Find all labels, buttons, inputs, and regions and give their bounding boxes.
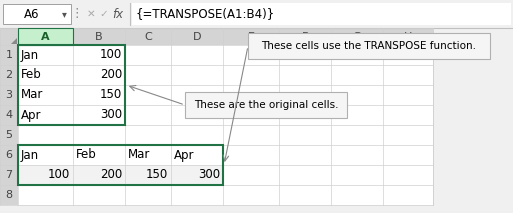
Bar	[18, 28, 73, 45]
Bar	[0, 45, 18, 65]
Text: 5: 5	[6, 130, 12, 140]
Text: H: H	[404, 32, 412, 42]
Text: ✓: ✓	[100, 9, 108, 19]
Text: Mar: Mar	[128, 148, 150, 161]
Bar	[0, 145, 18, 165]
Text: G: G	[353, 32, 361, 42]
Text: 6: 6	[6, 150, 12, 160]
Bar	[0, 165, 18, 185]
Bar	[18, 165, 223, 185]
Bar	[18, 45, 433, 205]
Polygon shape	[11, 38, 17, 44]
FancyBboxPatch shape	[248, 33, 490, 59]
Bar	[0, 105, 18, 125]
Text: ✕: ✕	[87, 9, 95, 19]
Text: 100: 100	[100, 49, 122, 62]
Text: B: B	[95, 32, 103, 42]
Text: 4: 4	[6, 110, 12, 120]
Text: ⋮: ⋮	[71, 7, 83, 20]
Text: A: A	[42, 32, 49, 42]
Text: D: D	[193, 32, 201, 42]
Text: These are the original cells.: These are the original cells.	[194, 100, 338, 110]
Text: Apr: Apr	[174, 148, 194, 161]
Text: Apr: Apr	[21, 108, 42, 121]
Text: Feb: Feb	[21, 69, 42, 82]
Text: 100: 100	[48, 168, 70, 181]
Text: 300: 300	[198, 168, 220, 181]
Bar	[0, 125, 18, 145]
Text: 150: 150	[146, 168, 168, 181]
Bar	[0, 65, 18, 85]
FancyBboxPatch shape	[185, 92, 347, 118]
Bar	[3, 4, 71, 24]
Text: 150: 150	[100, 88, 122, 102]
Text: F: F	[302, 32, 308, 42]
Text: Jan: Jan	[21, 148, 39, 161]
Text: 1: 1	[6, 50, 12, 60]
Text: 7: 7	[6, 170, 12, 180]
Text: 8: 8	[6, 190, 12, 200]
Bar	[132, 3, 511, 25]
Text: These cells use the TRANSPOSE function.: These cells use the TRANSPOSE function.	[262, 41, 477, 51]
Bar	[18, 45, 125, 125]
Text: 200: 200	[100, 168, 122, 181]
Text: 3: 3	[6, 90, 12, 100]
Text: {=TRANSPOSE(A1:B4)}: {=TRANSPOSE(A1:B4)}	[136, 7, 275, 20]
Bar	[0, 28, 433, 45]
Text: 300: 300	[100, 108, 122, 121]
Text: A6: A6	[24, 7, 40, 20]
Text: Jan: Jan	[21, 49, 39, 62]
Text: Feb: Feb	[76, 148, 97, 161]
Bar	[0, 185, 18, 205]
Bar	[0, 85, 18, 105]
Text: A: A	[41, 32, 50, 42]
Text: 2: 2	[6, 70, 12, 80]
Bar	[0, 0, 513, 28]
Text: E: E	[247, 32, 254, 42]
Text: Mar: Mar	[21, 88, 44, 102]
Text: 200: 200	[100, 69, 122, 82]
Text: fx: fx	[112, 7, 124, 20]
Text: C: C	[144, 32, 152, 42]
Bar	[18, 145, 223, 185]
Text: ▾: ▾	[62, 9, 67, 19]
